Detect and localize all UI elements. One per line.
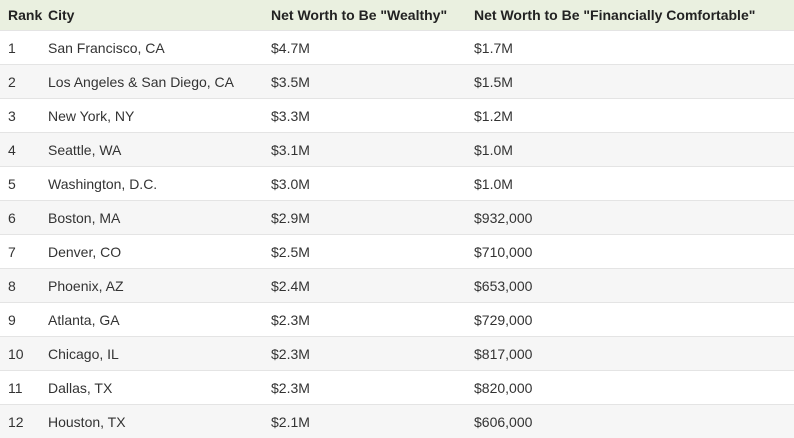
table-cell: $817,000 <box>474 337 794 371</box>
table-cell: $1.0M <box>474 133 794 167</box>
table-cell: 5 <box>0 167 48 201</box>
table-cell: $1.2M <box>474 99 794 133</box>
table-cell: Chicago, IL <box>48 337 271 371</box>
table-cell: $820,000 <box>474 371 794 405</box>
table-cell: $2.9M <box>271 201 474 235</box>
header-cell: City <box>48 0 271 31</box>
header-cell: Rank <box>0 0 48 31</box>
table-cell: $2.3M <box>271 337 474 371</box>
table-cell: $729,000 <box>474 303 794 337</box>
table-cell: Washington, D.C. <box>48 167 271 201</box>
table-cell: $2.4M <box>271 269 474 303</box>
table-cell: 12 <box>0 405 48 438</box>
table-cell: $710,000 <box>474 235 794 269</box>
table-cell: $1.7M <box>474 31 794 65</box>
table-cell: $3.1M <box>271 133 474 167</box>
table-cell: San Francisco, CA <box>48 31 271 65</box>
table-cell: 10 <box>0 337 48 371</box>
table-cell: $4.7M <box>271 31 474 65</box>
header-cell: Net Worth to Be "Financially Comfortable… <box>474 0 794 31</box>
table-cell: Houston, TX <box>48 405 271 438</box>
table-cell: $2.1M <box>271 405 474 438</box>
table-cell: 4 <box>0 133 48 167</box>
table-cell: $3.3M <box>271 99 474 133</box>
table-cell: Los Angeles & San Diego, CA <box>48 65 271 99</box>
table-cell: $2.3M <box>271 371 474 405</box>
table-cell: $932,000 <box>474 201 794 235</box>
table-cell: Denver, CO <box>48 235 271 269</box>
table-cell: Dallas, TX <box>48 371 271 405</box>
table-cell: $2.5M <box>271 235 474 269</box>
table-cell: $1.5M <box>474 65 794 99</box>
table-cell: $3.0M <box>271 167 474 201</box>
table-cell: 7 <box>0 235 48 269</box>
table-cell: $653,000 <box>474 269 794 303</box>
table-cell: Phoenix, AZ <box>48 269 271 303</box>
table-cell: $606,000 <box>474 405 794 438</box>
header-cell: Net Worth to Be "Wealthy" <box>271 0 474 31</box>
table-cell: 9 <box>0 303 48 337</box>
table-cell: 1 <box>0 31 48 65</box>
table-cell: Boston, MA <box>48 201 271 235</box>
table-cell: 11 <box>0 371 48 405</box>
table-cell: $2.3M <box>271 303 474 337</box>
table-cell: 8 <box>0 269 48 303</box>
table-cell: Atlanta, GA <box>48 303 271 337</box>
table-cell: New York, NY <box>48 99 271 133</box>
table-cell: $3.5M <box>271 65 474 99</box>
table-cell: $1.0M <box>474 167 794 201</box>
table-cell: Seattle, WA <box>48 133 271 167</box>
table-cell: 3 <box>0 99 48 133</box>
table-cell: 6 <box>0 201 48 235</box>
table-cell: 2 <box>0 65 48 99</box>
